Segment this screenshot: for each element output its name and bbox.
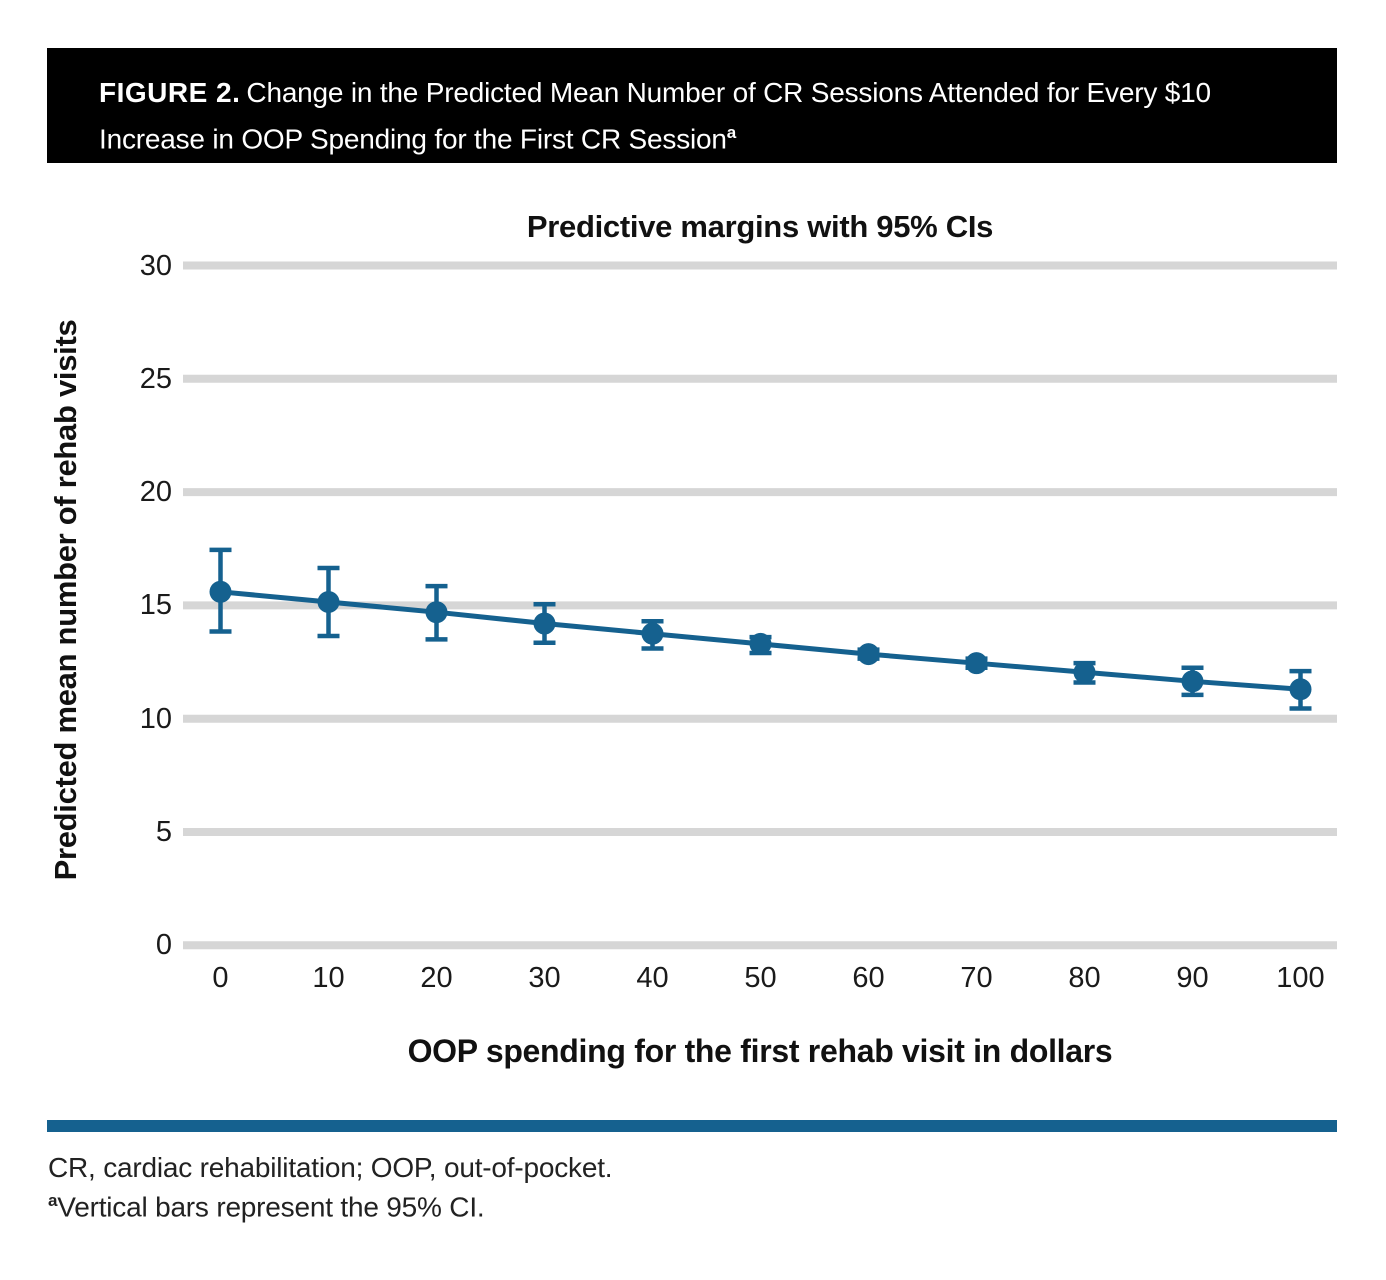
footnote-superscript: a xyxy=(48,1191,58,1210)
y-tick-label-5: 5 xyxy=(155,816,172,848)
y-tick-label-30: 30 xyxy=(139,249,172,282)
footnote-abbreviations: CR, cardiac rehabilitation; OOP, out-of-… xyxy=(48,1152,613,1183)
data-point-x70 xyxy=(965,652,988,675)
data-point-x90 xyxy=(1181,670,1204,693)
y-tick-label-10: 10 xyxy=(139,702,172,735)
y-tick-label-15: 15 xyxy=(139,589,172,622)
data-point-x60 xyxy=(857,643,880,666)
x-tick-label-70: 70 xyxy=(960,962,993,994)
figure-header-line1: FIGURE 2. Change in the Predicted Mean Nu… xyxy=(99,73,1297,113)
y-tick-label-0: 0 xyxy=(155,929,172,962)
figure-title-part1: Change in the Predicted Mean Number of C… xyxy=(246,77,1211,108)
data-point-x0 xyxy=(209,580,232,603)
x-tick-label-90: 90 xyxy=(1176,962,1209,994)
y-tick-label-25: 25 xyxy=(139,362,172,395)
x-tick-label-30: 30 xyxy=(528,962,561,994)
data-point-x100 xyxy=(1289,678,1312,701)
x-tick-label-20: 20 xyxy=(420,962,453,994)
data-point-x50 xyxy=(749,632,772,655)
x-axis-title: OOP spending for the first rehab visit i… xyxy=(407,1033,1113,1069)
x-tick-label-100: 100 xyxy=(1276,962,1325,994)
footnote-ci: aVertical bars represent the 95% CI. xyxy=(48,1191,485,1223)
figure-number-label: FIGURE 2. xyxy=(99,77,241,108)
figure-title-superscript: a xyxy=(726,123,737,142)
x-tick-label-0: 0 xyxy=(212,962,229,994)
y-axis-title: Predicted mean number of rehab visits xyxy=(48,319,83,881)
data-point-x20 xyxy=(425,601,448,624)
chart-title: Predictive margins with 95% CIs xyxy=(526,209,994,244)
x-tick-label-60: 60 xyxy=(852,962,885,994)
figure-title-part2: Increase in OOP Spending for the First C… xyxy=(99,123,727,155)
figure-header: FIGURE 2. Change in the Predicted Mean Nu… xyxy=(47,48,1337,163)
data-point-x10 xyxy=(317,591,340,614)
data-point-x40 xyxy=(641,622,664,645)
x-tick-label-10: 10 xyxy=(312,962,345,994)
x-tick-label-40: 40 xyxy=(636,962,669,994)
y-tick-label-20: 20 xyxy=(139,476,172,509)
footnote-text: Vertical bars represent the 95% CI. xyxy=(57,1191,485,1223)
footer-accent-rule xyxy=(47,1120,1337,1132)
data-point-x80 xyxy=(1073,661,1096,684)
x-tick-label-50: 50 xyxy=(744,962,777,994)
data-point-x30 xyxy=(533,612,556,635)
x-tick-label-80: 80 xyxy=(1068,962,1101,994)
figure-header-line2: Increase in OOP Spending for the First C… xyxy=(99,113,1297,159)
